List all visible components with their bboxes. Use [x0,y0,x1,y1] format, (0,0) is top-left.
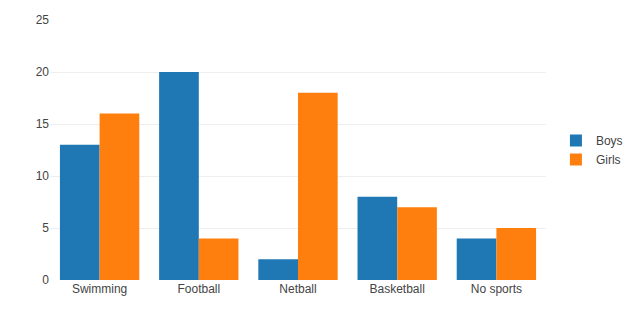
svg-text:Swimming: Swimming [72,282,127,296]
svg-text:20: 20 [36,65,50,79]
svg-text:No sports: No sports [471,282,522,296]
svg-text:10: 10 [36,169,50,183]
svg-text:Football: Football [177,282,220,296]
svg-text:25: 25 [36,13,50,27]
svg-text:15: 15 [36,117,50,131]
svg-text:Girls: Girls [596,153,621,167]
svg-text:Netball: Netball [279,282,316,296]
svg-text:5: 5 [42,221,49,235]
svg-text:0: 0 [42,273,49,287]
svg-text:Boys: Boys [596,134,623,148]
svg-text:Basketball: Basketball [370,282,425,296]
